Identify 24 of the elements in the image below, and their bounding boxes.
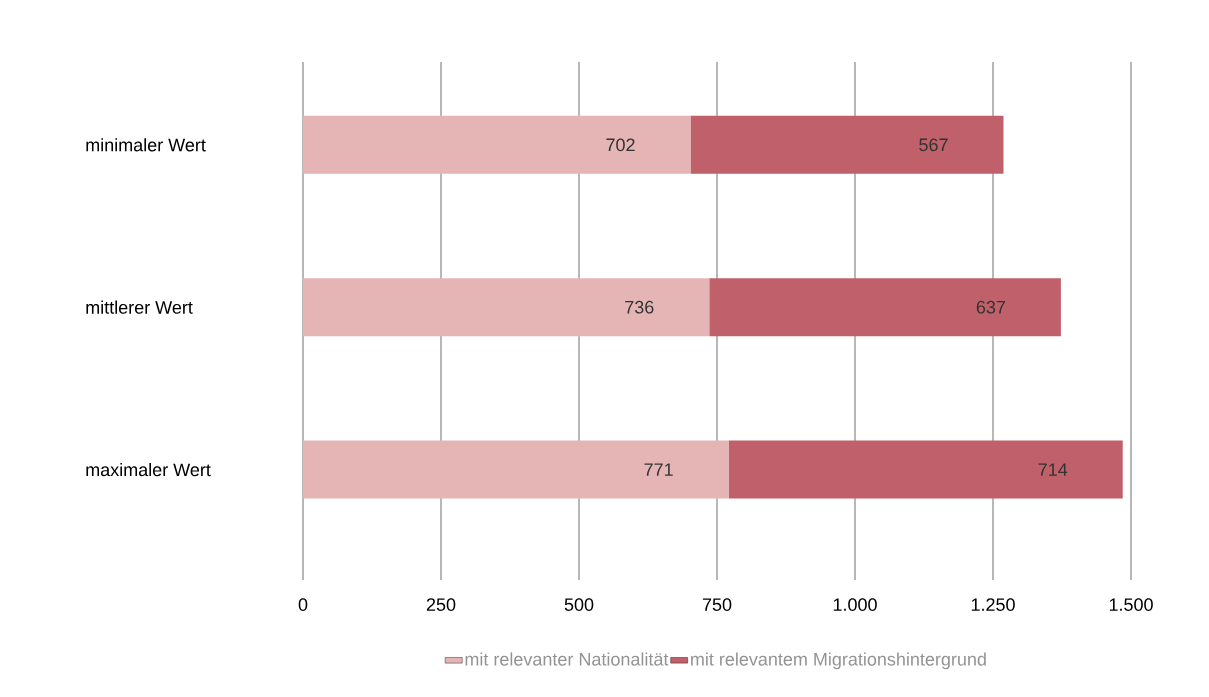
x-tick-label: 1.250 <box>971 598 1015 611</box>
data-label: 702 <box>606 138 635 152</box>
bar <box>303 440 729 499</box>
y-tick-label: minimaler Wert <box>86 138 206 152</box>
x-tick-label: 0 <box>298 598 308 611</box>
y-tick-label: maximaler Wert <box>86 462 211 477</box>
data-label: 771 <box>644 463 673 476</box>
bar <box>709 278 1061 337</box>
x-tick-label: 750 <box>702 598 732 611</box>
x-tick-label: 500 <box>564 598 594 611</box>
data-label: 567 <box>919 138 948 152</box>
x-tick-label: 250 <box>426 598 456 611</box>
bar <box>303 115 691 174</box>
bar <box>690 115 1004 174</box>
y-tick-label: mittlerer Wert <box>86 300 193 314</box>
legend-label: mit relevanter Nationalität <box>465 652 669 666</box>
x-tick-label: 1.500 <box>1109 598 1153 611</box>
bar <box>728 440 1123 499</box>
data-label: 637 <box>976 300 1006 314</box>
x-tick-label: 1.000 <box>833 598 877 611</box>
data-label: 714 <box>1038 463 1068 476</box>
data-label: 736 <box>625 300 654 314</box>
legend-label: mit relevantem Migrationshintergrund <box>691 652 986 670</box>
bar <box>303 278 710 337</box>
